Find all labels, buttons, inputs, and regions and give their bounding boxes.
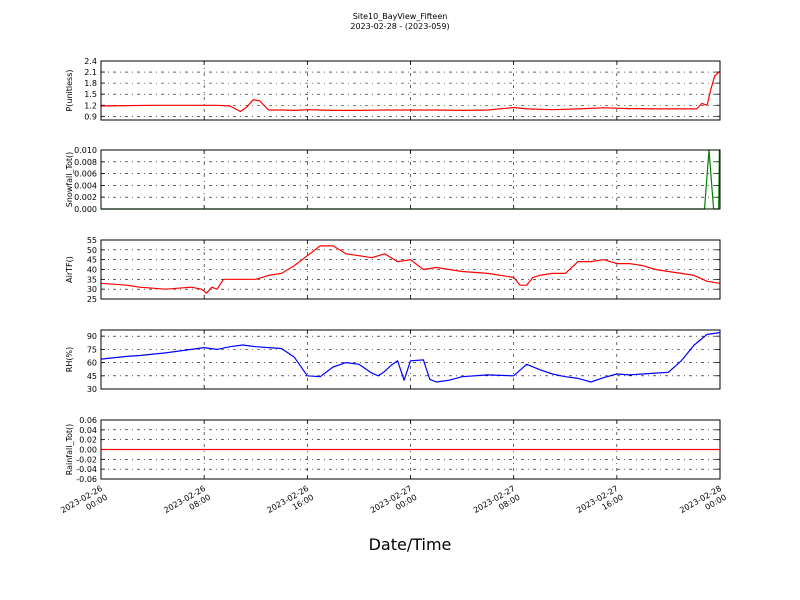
rainfall-ytick-label: -0.04 [76, 465, 97, 474]
rh-ytick-label: 60 [87, 359, 97, 368]
p-series-line [100, 70, 721, 113]
snowfall-axes-frame [100, 149, 721, 210]
snowfall-ytick-label: 0.004 [74, 181, 97, 190]
airtf-ytick-label: 30 [87, 285, 97, 294]
rh-series-line [100, 332, 721, 383]
rainfall-ytick-label: -0.02 [76, 455, 97, 464]
x-tick-label: 2023-02-2708:00 [472, 484, 522, 524]
snowfall-ylabel: Snowfall_Tot() [65, 152, 74, 208]
chart-title-line2: 2023-02-28 - (2023-059) [350, 22, 449, 31]
airtf-ytick-label: 40 [87, 266, 97, 275]
airtf-ytick-label: 35 [87, 275, 97, 284]
chart-title-line1: Site10_BayView_Fifteen [353, 12, 448, 21]
rh-ylabel: RH(%) [65, 347, 74, 372]
x-axis-label: Date/Time [369, 535, 452, 554]
p-axes-frame [100, 60, 721, 121]
rh-ytick-label: 45 [87, 372, 97, 381]
snowfall-ytick-label: 0.002 [74, 193, 97, 202]
rh-ytick-label: 90 [87, 332, 97, 341]
rainfall-ytick-label: 0.06 [79, 416, 97, 425]
p-ytick-label: 0.9 [84, 112, 97, 121]
x-tick-label: 2023-02-2600:00 [59, 484, 109, 524]
rh-ytick-label: 30 [87, 385, 97, 394]
panel-p: 0.9 1.2 1.5 1.8 2.1 2.4 P(unitless) [65, 57, 721, 121]
panel-rh: 30 45 60 75 90 RH(%) [65, 329, 721, 394]
x-tick-label: 2023-02-2616:00 [266, 484, 316, 524]
airtf-ytick-label: 45 [87, 256, 97, 265]
rainfall-axes-frame [100, 419, 721, 480]
x-tick-label: 2023-02-2700:00 [369, 484, 419, 524]
rh-axes-frame [100, 329, 721, 390]
rh-ytick-label: 75 [87, 345, 97, 354]
x-tick-label: 2023-02-2608:00 [162, 484, 212, 524]
airtf-ytick-label: 25 [87, 295, 97, 304]
rainfall-ytick-label: 0.00 [79, 446, 97, 455]
airtf-ylabel: AirTF() [65, 256, 74, 283]
airtf-ytick-label: 55 [87, 236, 97, 245]
rainfall-ytick-label: 0.04 [79, 426, 97, 435]
p-ytick-label: 1.8 [84, 79, 97, 88]
snowfall-ytick-label: 0.008 [74, 158, 97, 167]
rainfall-ylabel: Rainfall_Tot() [65, 424, 74, 476]
airtf-ytick-label: 50 [87, 246, 97, 255]
panel-snowfall: 0.000 0.002 0.004 0.006 0.008 0.010Snowfall_T… [65, 146, 721, 214]
rainfall-ytick-label: -0.06 [76, 475, 97, 484]
p-ytick-label: 1.5 [84, 90, 97, 99]
rainfall-ytick-label: 0.02 [79, 436, 97, 445]
panel-rainfall: -0.06-0.04-0.020.000.020.040.06 Rainfall_… [65, 416, 721, 484]
snowfall-ytick-label: 0.006 [74, 170, 97, 179]
airtf-axes-frame [100, 239, 721, 300]
x-tick-label: 2023-02-2716:00 [575, 484, 625, 524]
p-ylabel: P(unitless) [65, 69, 74, 111]
x-tick-labels: 2023-02-2600:00 2023-02-2608:00 2023-02-26… [59, 484, 728, 524]
snowfall-ytick-label: 0.000 [74, 205, 97, 214]
p-ytick-label: 2.1 [84, 68, 97, 77]
snowfall-ytick-label: 0.010 [74, 146, 97, 155]
airtf-series-line [100, 245, 721, 294]
panels: 0.91.21.51.82.12.4P(unitless)0.0000.0020… [65, 57, 721, 484]
p-ytick-label: 1.2 [84, 101, 97, 110]
p-ytick-label: 2.4 [84, 57, 97, 66]
x-tick-label: 2023-02-2800:00 [678, 484, 728, 524]
